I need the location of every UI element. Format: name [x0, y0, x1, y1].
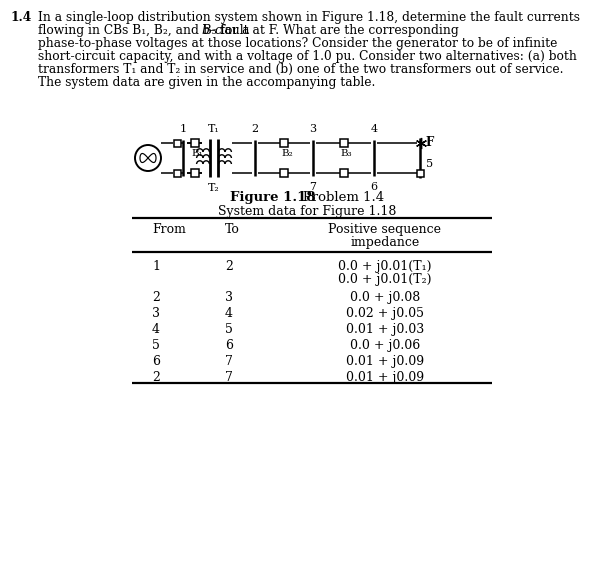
- Text: F: F: [425, 135, 433, 149]
- Text: b–c: b–c: [201, 24, 222, 37]
- Text: 4: 4: [225, 307, 233, 320]
- Text: The system data are given in the accompanying table.: The system data are given in the accompa…: [38, 76, 375, 89]
- Text: 4: 4: [370, 124, 378, 134]
- Text: 5: 5: [225, 323, 233, 336]
- Text: B₃: B₃: [341, 149, 352, 158]
- Text: In a single-loop distribution system shown in Figure 1.18, determine the fault c: In a single-loop distribution system sho…: [38, 11, 580, 24]
- Text: To: To: [225, 223, 240, 236]
- Text: 0.01 + j0.09: 0.01 + j0.09: [346, 371, 424, 384]
- Text: Figure 1.18: Figure 1.18: [230, 191, 316, 204]
- Text: phase-to-phase voltages at those locations? Consider the generator to be of infi: phase-to-phase voltages at those locatio…: [38, 37, 558, 50]
- Text: 3: 3: [309, 124, 317, 134]
- Text: flowing in CBs B₁, B₂, and B₃ for a: flowing in CBs B₁, B₂, and B₃ for a: [38, 24, 254, 37]
- Text: 0.02 + j0.05: 0.02 + j0.05: [346, 307, 424, 320]
- Text: 2: 2: [225, 260, 233, 273]
- Text: B₁: B₁: [192, 149, 203, 158]
- Text: 0.0 + j0.08: 0.0 + j0.08: [350, 291, 420, 304]
- Text: 2: 2: [152, 291, 160, 304]
- Text: Positive sequence: Positive sequence: [328, 223, 441, 236]
- Bar: [280, 139, 288, 147]
- Text: 2: 2: [152, 371, 160, 384]
- Text: 7: 7: [225, 355, 233, 368]
- Text: 0.0 + j0.01(T₂): 0.0 + j0.01(T₂): [338, 273, 432, 286]
- Text: 6: 6: [370, 182, 378, 192]
- Text: 5: 5: [152, 339, 160, 352]
- Bar: [174, 169, 181, 176]
- Text: 6: 6: [225, 339, 233, 352]
- Text: B₂: B₂: [281, 149, 293, 158]
- Bar: [340, 169, 348, 177]
- Text: 0.0 + j0.06: 0.0 + j0.06: [350, 339, 420, 352]
- Text: 1: 1: [179, 124, 187, 134]
- Text: transformers T₁ and T₂ in service and (b) one of the two transformers out of ser: transformers T₁ and T₂ in service and (b…: [38, 63, 564, 76]
- Text: 3: 3: [225, 291, 233, 304]
- Text: Problem 1.4: Problem 1.4: [290, 191, 384, 204]
- Text: 0.01 + j0.03: 0.01 + j0.03: [346, 323, 424, 336]
- Text: short-circuit capacity, and with a voltage of 1.0 pu. Consider two alternatives:: short-circuit capacity, and with a volta…: [38, 50, 577, 63]
- Text: 0.0 + j0.01(T₁): 0.0 + j0.01(T₁): [338, 260, 432, 273]
- Text: 4: 4: [152, 323, 160, 336]
- Bar: [174, 139, 181, 146]
- Text: From: From: [152, 223, 186, 236]
- Text: T₂: T₂: [208, 183, 220, 193]
- Bar: [280, 169, 288, 177]
- Text: 6: 6: [152, 355, 160, 368]
- Bar: [190, 169, 198, 177]
- Text: 0.01 + j0.09: 0.01 + j0.09: [346, 355, 424, 368]
- Text: 1.4: 1.4: [10, 11, 31, 24]
- Text: 7: 7: [309, 182, 316, 192]
- Text: impedance: impedance: [351, 236, 419, 249]
- Text: 1: 1: [152, 260, 160, 273]
- Bar: [190, 139, 198, 147]
- Text: 5: 5: [426, 159, 433, 169]
- Text: 3: 3: [152, 307, 160, 320]
- Bar: [340, 139, 348, 147]
- Bar: [416, 169, 424, 176]
- Text: T₁: T₁: [208, 124, 220, 134]
- Text: 7: 7: [225, 371, 233, 384]
- Text: 2: 2: [252, 124, 258, 134]
- Text: System data for Figure 1.18: System data for Figure 1.18: [218, 205, 396, 218]
- Text: fault at F. What are the corresponding: fault at F. What are the corresponding: [216, 24, 459, 37]
